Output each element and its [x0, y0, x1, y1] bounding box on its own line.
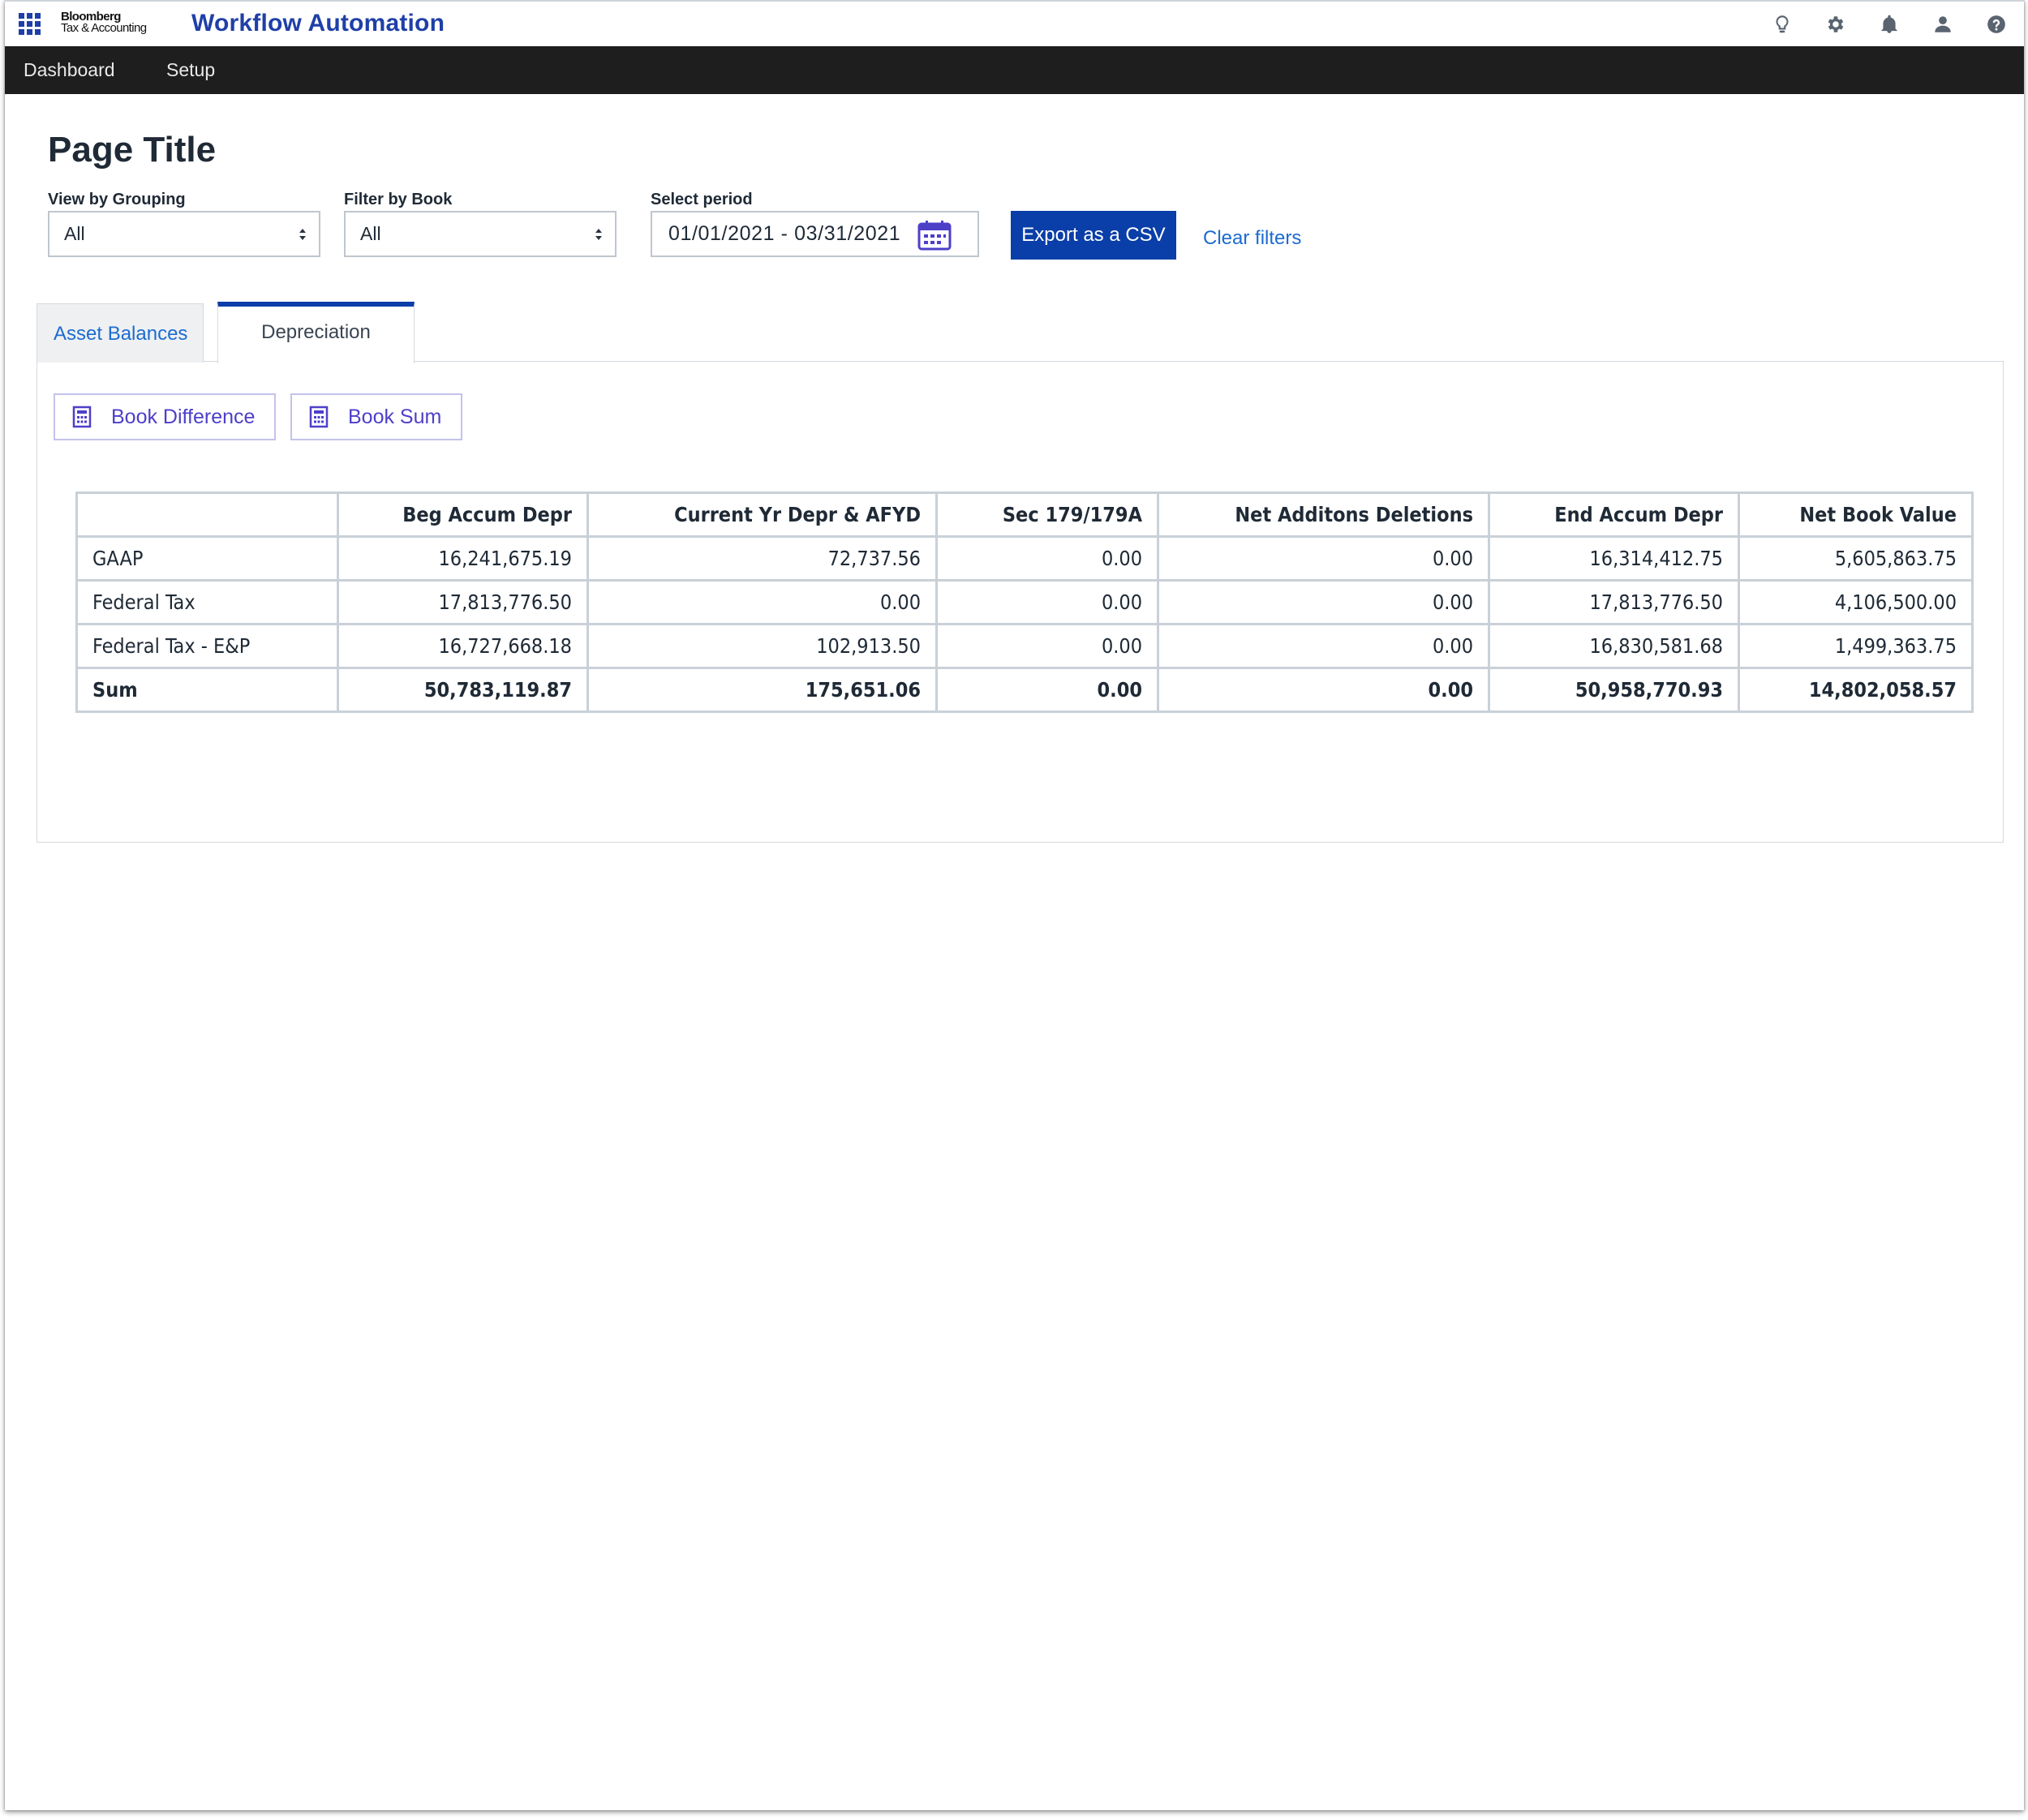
column-header: Sec 179/179A — [935, 491, 1159, 538]
table-cell: 0.00 — [586, 579, 938, 625]
table-cell: 0.00 — [1157, 535, 1490, 582]
book-sum-button[interactable]: Book Sum — [290, 393, 462, 440]
table-header-row: Beg Accum Depr Current Yr Depr & AFYD Se… — [75, 491, 1974, 538]
calendar-icon[interactable] — [917, 220, 952, 251]
bell-icon[interactable] — [1876, 11, 1902, 37]
book-label: Filter by Book — [344, 191, 453, 208]
period-label: Select period — [651, 191, 753, 208]
grouping-label: View by Grouping — [48, 191, 186, 208]
table-cell: 16,727,668.18 — [337, 623, 589, 669]
book-value: All — [360, 223, 381, 244]
help-icon[interactable] — [1983, 11, 2009, 37]
user-icon[interactable] — [1930, 11, 1956, 37]
table-cell: 4,106,500.00 — [1738, 579, 1974, 625]
period-value: 01/01/2021 - 03/31/2021 — [668, 222, 901, 245]
nav-bar: Dashboard Setup — [5, 46, 2024, 94]
logo-line2: Tax & Accounting — [61, 21, 147, 35]
depreciation-table: Beg Accum Depr Current Yr Depr & AFYD Se… — [75, 491, 1974, 713]
table-cell: 72,737.56 — [586, 535, 938, 582]
clear-filters-link[interactable]: Clear filters — [1203, 227, 1302, 249]
row-label: Sum — [75, 667, 339, 713]
select-arrows-icon — [299, 229, 306, 240]
export-csv-button[interactable]: Export as a CSV — [1011, 211, 1176, 260]
table-cell: 50,958,770.93 — [1488, 667, 1740, 713]
row-label: Federal Tax — [75, 579, 339, 625]
column-header: End Accum Depr — [1488, 491, 1740, 538]
app-window: Bloomberg Tax & Accounting Workflow Auto… — [5, 0, 2024, 1810]
table-cell: 175,651.06 — [586, 667, 938, 713]
column-header — [75, 491, 339, 538]
table-cell: 17,813,776.50 — [337, 579, 589, 625]
book-difference-button[interactable]: Book Difference — [54, 393, 276, 440]
table-cell: 16,830,581.68 — [1488, 623, 1740, 669]
row-label: GAAP — [75, 535, 339, 582]
gear-icon[interactable] — [1823, 11, 1849, 37]
period-input[interactable]: 01/01/2021 - 03/31/2021 — [651, 211, 979, 257]
grouping-value: All — [64, 223, 85, 244]
table-cell: 50,783,119.87 — [337, 667, 589, 713]
table-cell: 0.00 — [935, 623, 1159, 669]
table-cell: 17,813,776.50 — [1488, 579, 1740, 625]
table-row: GAAP 16,241,675.19 72,737.56 0.00 0.00 1… — [75, 535, 1974, 582]
column-header: Current Yr Depr & AFYD — [586, 491, 938, 538]
tab-depreciation[interactable]: Depreciation — [217, 302, 415, 363]
table-row: Federal Tax 17,813,776.50 0.00 0.00 0.00… — [75, 579, 1974, 625]
lightbulb-icon[interactable] — [1769, 11, 1795, 37]
nav-setup[interactable]: Setup — [166, 59, 216, 80]
book-sum-label: Book Sum — [348, 405, 442, 428]
table-sum-row: Sum 50,783,119.87 175,651.06 0.00 0.00 5… — [75, 667, 1974, 713]
table-cell: 0.00 — [935, 579, 1159, 625]
table-cell: 5,605,863.75 — [1738, 535, 1974, 582]
table-cell: 0.00 — [935, 535, 1159, 582]
table-cell: 0.00 — [1157, 623, 1490, 669]
page-title: Page Title — [48, 130, 217, 170]
logo-line1: Bloomberg — [61, 10, 121, 24]
bloomberg-logo: Bloomberg Tax & Accounting — [61, 10, 147, 35]
top-bar: Bloomberg Tax & Accounting Workflow Auto… — [5, 2, 2024, 46]
table-cell: 16,314,412.75 — [1488, 535, 1740, 582]
table-cell: 0.00 — [1157, 579, 1490, 625]
header-icons — [1769, 11, 2009, 37]
table-cell: 0.00 — [1157, 667, 1490, 713]
column-header: Net Book Value — [1738, 491, 1974, 538]
column-header: Beg Accum Depr — [337, 491, 589, 538]
book-difference-label: Book Difference — [111, 405, 256, 428]
nav-dashboard[interactable]: Dashboard — [24, 59, 115, 80]
table-cell: 1,499,363.75 — [1738, 623, 1974, 669]
calculator-icon — [309, 406, 329, 428]
app-launcher-icon[interactable] — [19, 13, 41, 35]
table-row: Federal Tax - E&P 16,727,668.18 102,913.… — [75, 623, 1974, 669]
grouping-select[interactable]: All — [48, 211, 320, 257]
table-cell: 102,913.50 — [586, 623, 938, 669]
calculator-icon — [72, 406, 92, 428]
tab-depreciation-label: Depreciation — [261, 321, 371, 343]
book-select[interactable]: All — [344, 211, 617, 257]
table-cell: 14,802,058.57 — [1738, 667, 1974, 713]
app-title: Workflow Automation — [191, 10, 445, 36]
tab-asset-balances[interactable]: Asset Balances — [37, 303, 204, 363]
select-arrows-icon — [595, 229, 602, 240]
table-cell: 16,241,675.19 — [337, 535, 589, 582]
column-header: Net Additons Deletions — [1157, 491, 1490, 538]
tab-asset-balances-label: Asset Balances — [54, 323, 188, 345]
table-cell: 0.00 — [935, 667, 1159, 713]
row-label: Federal Tax - E&P — [75, 623, 339, 669]
